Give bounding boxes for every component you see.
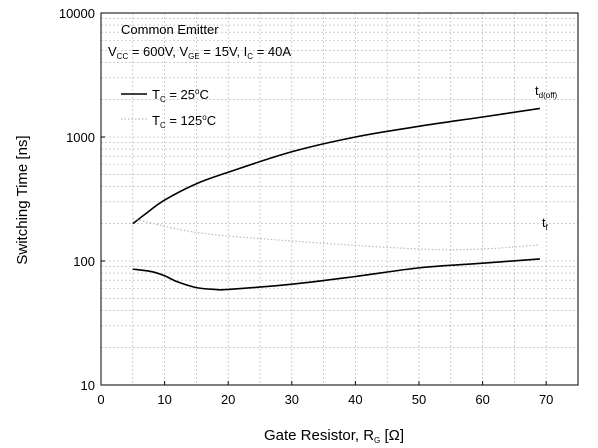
x-tick-label: 70: [539, 392, 553, 407]
x-tick-label: 50: [412, 392, 426, 407]
y-tick-label: 1000: [66, 130, 95, 145]
plot-frame: [100, 12, 579, 386]
x-tick-label: 0: [97, 392, 104, 407]
x-tick-label: 10: [157, 392, 171, 407]
y-tick-label: 10: [81, 378, 95, 393]
condition-line-2: VCC = 600V, VGE = 15V, IC = 40A: [108, 44, 291, 61]
y-tick-label: 100: [73, 254, 95, 269]
series-line-2: [132, 217, 540, 251]
x-tick-label: 40: [348, 392, 362, 407]
series-line-0: [132, 107, 540, 225]
curve-label-tf: tf: [542, 215, 549, 232]
x-axis-title: Gate Resistor, RG [Ω]: [264, 427, 404, 445]
x-tick-label: 30: [285, 392, 299, 407]
legend-label-25c: TC = 25oC: [152, 87, 209, 104]
legend: TC = 25oC TC = 125oC: [121, 87, 216, 130]
y-axis-title: Switching Time [ns]: [14, 135, 31, 264]
series-line-1: [132, 258, 540, 291]
grid: [101, 13, 578, 385]
legend-label-125c: TC = 125oC: [152, 113, 216, 130]
condition-line-1: Common Emitter: [121, 22, 219, 37]
series-layer: [132, 107, 540, 291]
y-tick-label: 10000: [59, 6, 95, 21]
x-tick-label: 20: [221, 392, 235, 407]
x-tick-label: 60: [475, 392, 489, 407]
curve-label-td-off: td(off): [535, 83, 557, 100]
